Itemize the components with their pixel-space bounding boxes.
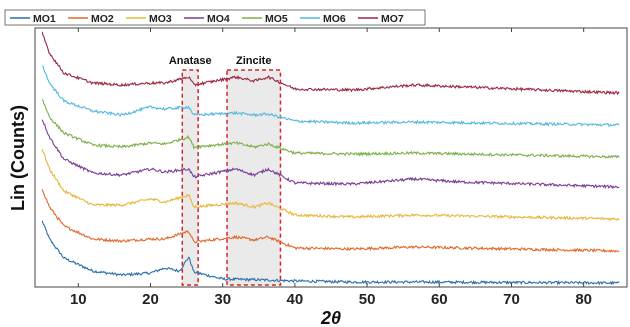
legend-label-mo3: MO3	[149, 13, 172, 25]
legend-label-mo7: MO7	[381, 13, 404, 25]
legend-box	[4, 9, 426, 26]
x-axis: 10 20 30 40 50 60 70 80	[70, 28, 592, 308]
series-line-mo2	[41, 189, 620, 253]
series-lines	[41, 31, 620, 286]
x-tick-label: 50	[359, 291, 376, 308]
region-zincite	[226, 69, 282, 286]
x-tick-label: 60	[431, 291, 448, 308]
legend-label-mo2: MO2	[91, 13, 114, 25]
y-axis-label: Lin (Counts)	[8, 105, 28, 211]
legend: MO1 MO2 MO3 MO4 MO5 MO6 MO7	[4, 9, 426, 26]
x-tick-label: 10	[70, 291, 87, 308]
plot-frame	[34, 27, 628, 288]
x-axis-label: 2θ	[320, 308, 341, 327]
x-tick-label: 30	[214, 291, 231, 308]
x-tick-label: 70	[503, 291, 520, 308]
legend-label-mo4: MO4	[207, 13, 230, 25]
x-tick-label: 20	[142, 291, 159, 308]
series-line-mo3	[41, 149, 620, 222]
legend-label-mo6: MO6	[323, 13, 346, 25]
series-line-mo4	[41, 119, 620, 190]
region-label-zincite: Zincite	[236, 55, 271, 67]
region-label-anatase: Anatase	[169, 55, 212, 67]
legend-label-mo1: MO1	[33, 13, 56, 25]
legend-label-mo5: MO5	[265, 13, 288, 25]
series-line-mo7	[41, 31, 620, 96]
series-line-mo6	[41, 65, 620, 127]
series-line-mo1	[41, 220, 620, 286]
series-line-mo5	[41, 99, 620, 159]
x-tick-label: 80	[575, 291, 592, 308]
x-tick-label: 40	[287, 291, 304, 308]
